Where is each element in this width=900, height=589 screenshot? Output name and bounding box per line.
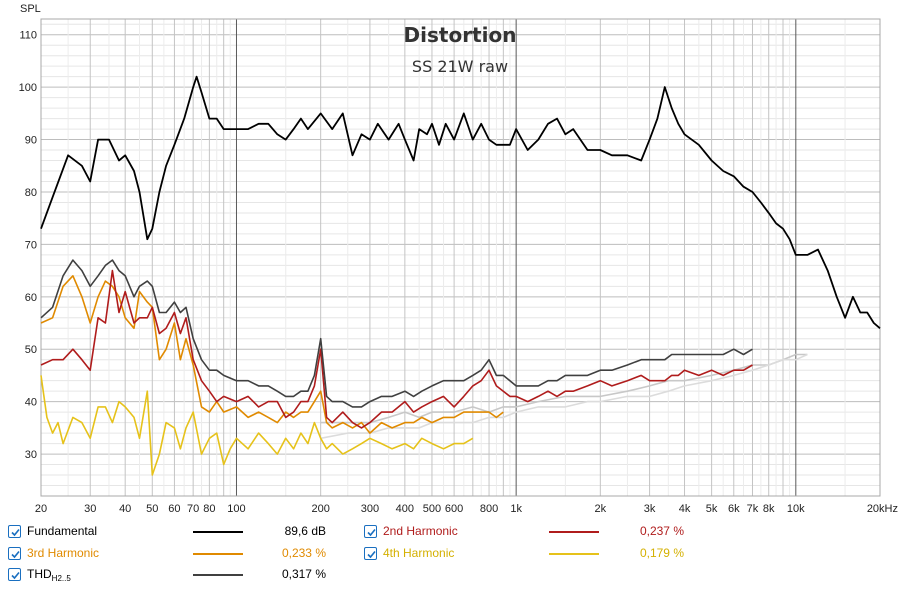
x-tick-label: 20 — [35, 503, 47, 515]
legend-value: 0,179 % — [639, 546, 684, 560]
legend-label: 3rd Harmonic — [27, 546, 100, 560]
series-line-2nd-harmonic — [40, 269, 753, 429]
legend-item-fundamental[interactable]: Fundamental 89,6 dB — [8, 523, 348, 543]
legend-swatch — [193, 553, 243, 555]
x-tick-label: 4k — [679, 503, 691, 515]
series-line-fundamental — [40, 75, 881, 329]
x-tick-label: 30 — [84, 503, 96, 515]
legend-swatch — [549, 553, 599, 555]
y-tick-label: 50 — [25, 344, 37, 356]
legend-value: 0,317 % — [281, 567, 326, 581]
x-tick-label: 400 — [396, 503, 414, 515]
checkbox-checked-icon[interactable] — [364, 525, 377, 538]
checkbox-checked-icon[interactable] — [364, 547, 377, 560]
series-line-thd — [40, 259, 753, 408]
y-tick-label: 30 — [25, 449, 37, 461]
legend-swatch — [193, 531, 243, 533]
grid-lines — [40, 19, 881, 496]
checkbox-checked-icon[interactable] — [8, 568, 21, 581]
series-line-3rd-harmonic — [40, 275, 504, 434]
x-tick-label: 60 — [168, 503, 180, 515]
legend-label: THDH2..5 — [27, 567, 71, 583]
x-tick-label: 3k — [644, 503, 656, 515]
x-tick-label: 2k — [595, 503, 607, 515]
x-tick-label: 500 — [423, 503, 441, 515]
x-tick-label: 50 — [146, 503, 158, 515]
legend-item-4th-harmonic[interactable]: 4th Harmonic 0,179 % — [364, 545, 704, 565]
x-tick-label: 5k — [706, 503, 718, 515]
plot-area-border — [40, 18, 881, 497]
y-tick-label: 40 — [25, 397, 37, 409]
legend-swatch — [193, 574, 243, 576]
chart-title: Distortion — [404, 23, 517, 47]
legend-label: 2nd Harmonic — [383, 524, 458, 538]
y-tick-label: 90 — [25, 135, 37, 147]
x-tick-label: 8k — [763, 503, 775, 515]
x-tick-label: 20kHz — [867, 503, 898, 515]
y-tick-label: 70 — [25, 239, 37, 251]
legend-label-subscript: H2..5 — [51, 574, 71, 583]
legend-item-3rd-harmonic[interactable]: 3rd Harmonic 0,233 % — [8, 545, 348, 565]
x-tick-label: 600 — [445, 503, 463, 515]
x-tick-label: 300 — [361, 503, 379, 515]
legend-swatch — [549, 531, 599, 533]
y-axis-label: SPL — [20, 3, 41, 15]
legend-item-2nd-harmonic[interactable]: 2nd Harmonic 0,237 % — [364, 523, 704, 543]
x-tick-label: 10k — [787, 503, 805, 515]
legend-item-thd[interactable]: THDH2..5 0,317 % — [8, 566, 348, 586]
checkbox-checked-icon[interactable] — [8, 525, 21, 538]
legend-label: Fundamental — [27, 524, 98, 538]
legend: Fundamental 89,6 dB 2nd Harmonic 0,237 %… — [0, 520, 900, 589]
x-tick-label: 200 — [311, 503, 329, 515]
x-tick-label: 80 — [203, 503, 215, 515]
x-tick-label: 40 — [119, 503, 131, 515]
legend-label-main: THD — [27, 567, 52, 581]
x-tick-label: 1k — [510, 503, 522, 515]
x-tick-label: 7k — [747, 503, 759, 515]
series-line-4th-harmonic — [40, 375, 474, 476]
y-tick-label: 80 — [25, 187, 37, 199]
chart-background — [0, 0, 900, 520]
y-tick-label: 110 — [19, 30, 37, 42]
x-tick-label: 100 — [227, 503, 245, 515]
x-tick-label: 800 — [480, 503, 498, 515]
chart-subtitle: SS 21W raw — [412, 57, 508, 76]
y-tick-label: 100 — [19, 82, 37, 94]
x-axis-tick-labels: 20 30 40 50 60 70 80 100 200 300 400 500 600 800 1k 2k 3… — [35, 503, 898, 515]
x-tick-label: 6k — [728, 503, 740, 515]
checkbox-checked-icon[interactable] — [8, 547, 21, 560]
legend-value: 0,233 % — [281, 546, 326, 560]
series-line-unlabeled-5 — [320, 353, 808, 424]
legend-value: 0,237 % — [639, 524, 684, 538]
legend-value: 89,6 dB — [284, 524, 326, 538]
series-line-unlabeled-6 — [320, 353, 808, 440]
y-axis-tick-labels: 30 40 50 60 70 80 90 100 110 — [19, 30, 37, 461]
legend-label: 4th Harmonic — [383, 546, 455, 560]
y-tick-label: 60 — [25, 292, 37, 304]
series-layer — [40, 75, 881, 476]
x-tick-label: 70 — [187, 503, 199, 515]
